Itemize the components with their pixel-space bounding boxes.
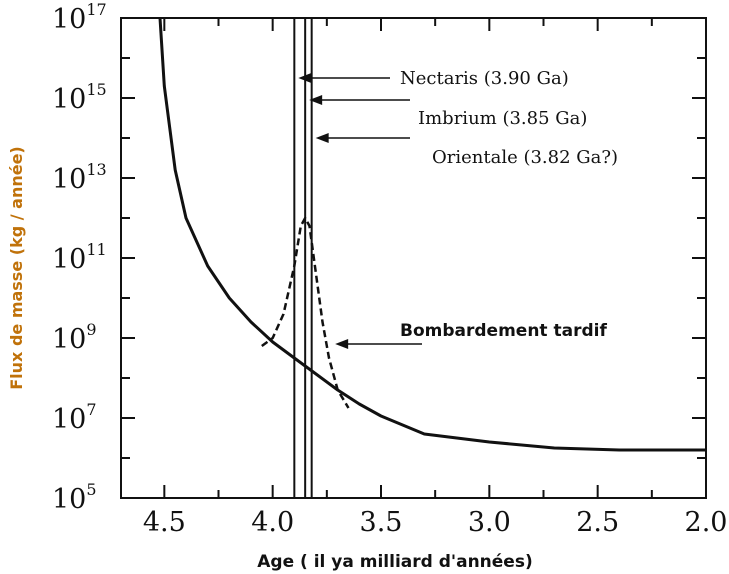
annotations: Nectaris (3.90 Ga) Imbrium (3.85 Ga) Orien… bbox=[298, 68, 618, 349]
x-axis-label: Age ( il ya milliard d'années) bbox=[257, 552, 532, 572]
plot-frame bbox=[120, 17, 707, 499]
annotation-arrowhead bbox=[315, 133, 329, 143]
x-tick-label: 4.5 bbox=[143, 507, 186, 538]
y-tick-label: 1011 bbox=[52, 240, 107, 275]
y-axis-ticks: 105 107 109 1011 1013 1015 1017 bbox=[52, 0, 706, 515]
x-tick-label: 4.0 bbox=[251, 507, 294, 538]
annotation-arrowhead bbox=[335, 339, 349, 349]
y-tick-label: 1017 bbox=[52, 0, 107, 35]
x-tick-label: 3.0 bbox=[468, 507, 511, 538]
y-tick-label: 105 bbox=[52, 480, 97, 515]
y-tick-label: 1015 bbox=[52, 80, 107, 115]
impact-age-lines bbox=[293, 18, 313, 498]
annotation-label: Orientale (3.82 Ga?) bbox=[432, 147, 618, 168]
plot-border bbox=[120, 17, 707, 499]
x-tick-label: 2.0 bbox=[685, 507, 728, 538]
annotation-arrowhead bbox=[309, 95, 323, 105]
y-tick-label: 107 bbox=[52, 400, 97, 435]
x-axis-ticks: 4.5 4.0 3.5 3.0 2.5 2.0 bbox=[143, 18, 728, 538]
late-bombardment-curve bbox=[261, 216, 350, 409]
annotation-arrowhead bbox=[298, 73, 312, 83]
annotation-label: Bombardement tardif bbox=[400, 321, 607, 341]
x-tick-label: 2.5 bbox=[576, 507, 619, 538]
annotation-label: Nectaris (3.90 Ga) bbox=[400, 68, 569, 89]
series-group bbox=[158, 17, 706, 452]
mass-flux-curve bbox=[158, 17, 706, 452]
x-tick-label: 3.5 bbox=[360, 507, 403, 538]
y-axis-label: Flux de masse (kg / année) bbox=[7, 146, 26, 390]
annotation-label: Imbrium (3.85 Ga) bbox=[418, 108, 587, 129]
y-tick-label: 1013 bbox=[52, 160, 107, 195]
y-tick-label: 109 bbox=[52, 320, 97, 355]
